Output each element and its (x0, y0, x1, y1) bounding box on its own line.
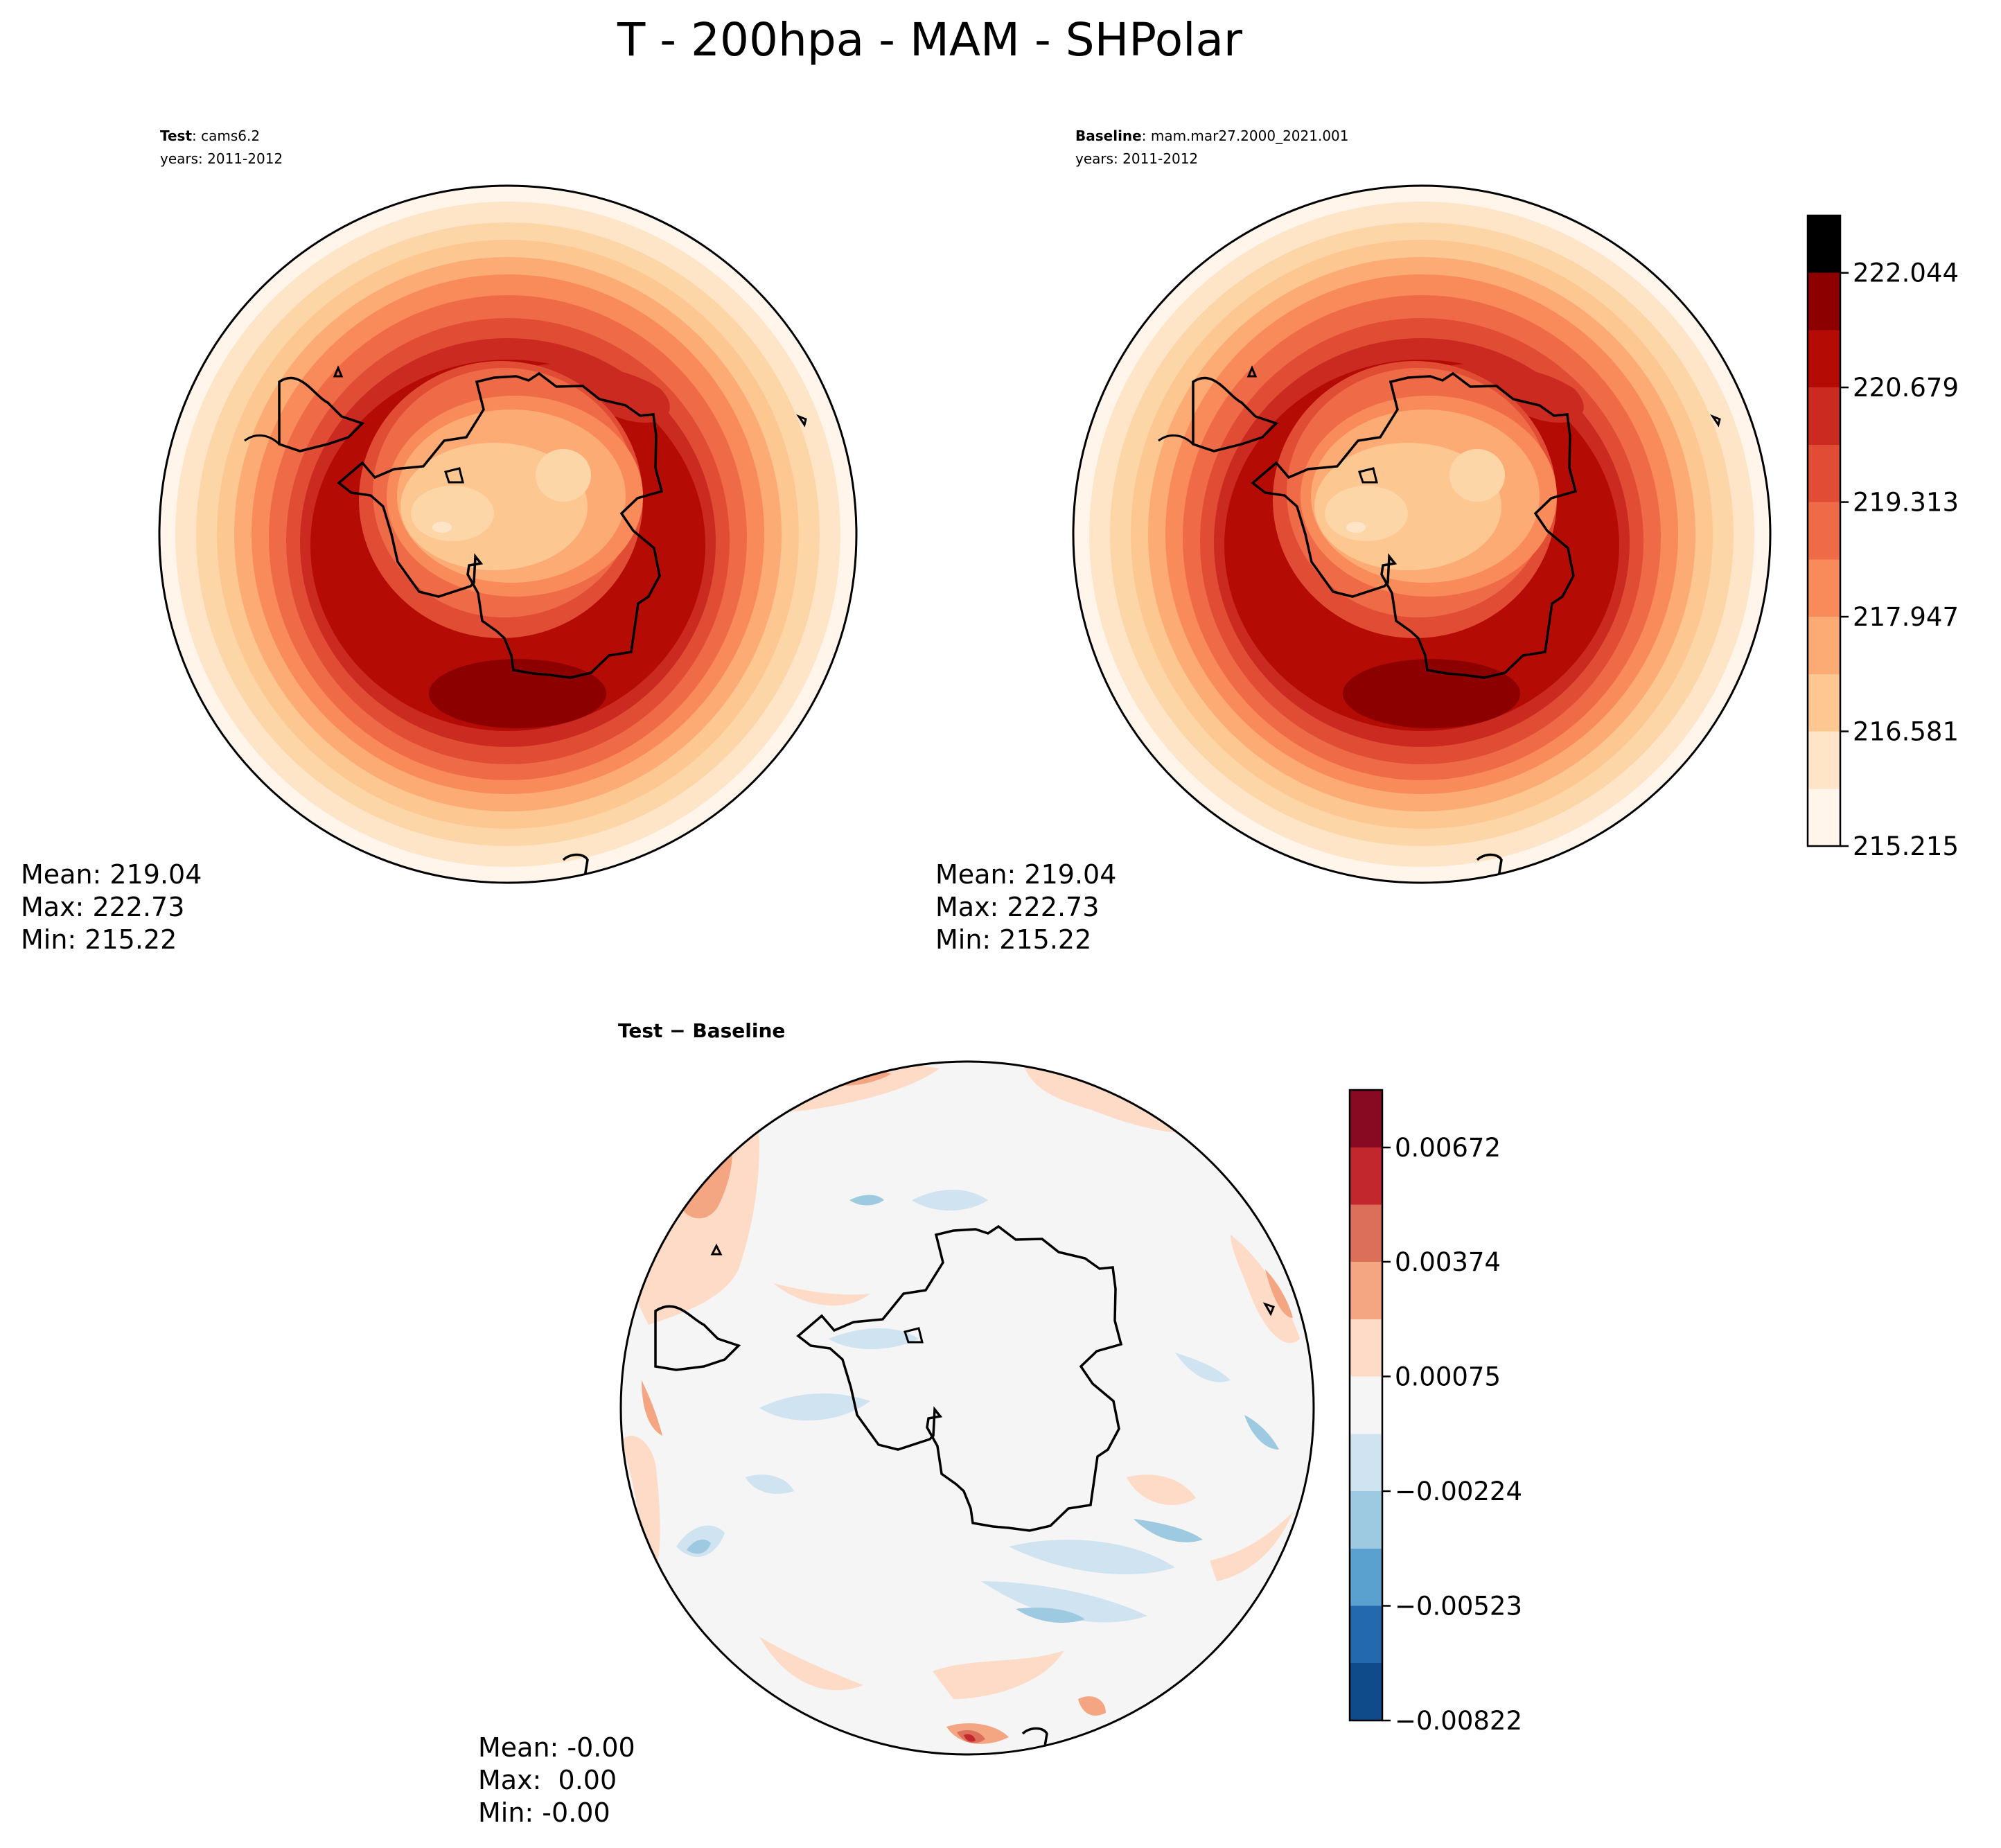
test-label-name: : cams6.2 (192, 127, 260, 144)
baseline-max: Max: 222.73 (935, 892, 1099, 922)
temperature-colorbar-tick-label: 219.313 (1853, 488, 1959, 518)
difference-colorbar-outline (1348, 1089, 1384, 1722)
difference-colorbar: −0.00822 −0.00523 −0.00224 0.00075 0.00374 0.… (1348, 1089, 1522, 1736)
test-label-bold: Test (160, 127, 192, 144)
temperature-colorbar-tick-label: 222.044 (1853, 258, 1959, 288)
difference-colorbar-tick-label: −0.00523 (1395, 1591, 1522, 1621)
difference-max: Max: 0.00 (478, 1765, 617, 1795)
baseline-years: years: 2011-2012 (1075, 150, 1198, 167)
figure-title: T - 200hpa - MAM - SHPolar (617, 13, 1243, 67)
temperature-colorbar-segment (1808, 559, 1840, 617)
difference-panel: Test − Baseline (478, 1019, 1315, 1828)
temperature-colorbar-segment (1808, 330, 1840, 388)
difference-colorbar-tick-label: 0.00374 (1395, 1247, 1501, 1277)
difference-colorbar-segment (1350, 1376, 1382, 1434)
baseline-label-name: : mam.mar27.2000_2021.001 (1142, 127, 1349, 144)
temperature-colorbar-segment (1808, 731, 1840, 789)
temperature-colorbar-segment (1808, 444, 1840, 502)
difference-colorbar-segment (1350, 1605, 1382, 1663)
difference-label: Test − Baseline (618, 1019, 785, 1042)
temperature-colorbar: 215.215 216.581 217.947 219.313 220.679 222.0… (1806, 214, 1959, 861)
test-min: Min: 215.22 (21, 924, 177, 955)
test-label: Test: cams6.2 (160, 127, 260, 144)
baseline-min: Min: 215.22 (935, 924, 1091, 955)
difference-min: Min: -0.00 (478, 1797, 610, 1828)
baseline-label: Baseline: mam.mar27.2000_2021.001 (1075, 127, 1349, 144)
temperature-colorbar-tick-label: 215.215 (1853, 831, 1959, 861)
temperature-colorbar-segment (1808, 215, 1840, 273)
baseline-map-border (1072, 184, 1772, 884)
difference-map (621, 1062, 1314, 1754)
difference-colorbar-segment (1350, 1261, 1382, 1320)
temperature-colorbar-segment (1808, 789, 1840, 846)
temperature-colorbar-tick-label: 220.679 (1853, 373, 1959, 403)
difference-colorbar-tick-label: 0.00075 (1395, 1362, 1501, 1391)
test-mean: Mean: 219.04 (21, 859, 202, 890)
temperature-colorbar-segment (1808, 502, 1840, 560)
test-panel: Test: cams6.2 years: 2011-2012 (21, 127, 858, 955)
difference-colorbar-segment (1350, 1319, 1382, 1377)
temperature-colorbar-segment (1808, 272, 1840, 331)
difference-colorbar-tick-label: −0.00822 (1395, 1706, 1522, 1736)
difference-colorbar-segment (1350, 1090, 1382, 1148)
difference-colorbar-segment (1350, 1662, 1382, 1721)
difference-colorbar-segment (1350, 1204, 1382, 1262)
difference-map-border (619, 1060, 1315, 1756)
temperature-colorbar-segment (1808, 617, 1840, 674)
difference-colorbar-segment (1350, 1490, 1382, 1549)
test-years: years: 2011-2012 (160, 150, 283, 167)
temperature-colorbar-segment (1808, 674, 1840, 732)
test-max: Max: 222.73 (21, 892, 184, 922)
baseline-map (1073, 186, 1770, 883)
temperature-colorbar-tick-label: 217.947 (1853, 602, 1959, 632)
test-map-border (158, 184, 858, 884)
difference-colorbar-segment (1350, 1434, 1382, 1491)
difference-colorbar-tick-label: 0.00672 (1395, 1133, 1501, 1163)
baseline-mean: Mean: 219.04 (935, 859, 1116, 890)
difference-mean: Mean: -0.00 (478, 1732, 635, 1763)
temperature-colorbar-tick-label: 216.581 (1853, 717, 1959, 747)
temperature-colorbar-outline (1806, 214, 1842, 847)
difference-colorbar-segment (1350, 1147, 1382, 1205)
difference-colorbar-segment (1350, 1549, 1382, 1606)
baseline-panel: Baseline: mam.mar27.2000_2021.001 years:… (935, 127, 1772, 955)
baseline-label-bold: Baseline (1075, 127, 1142, 144)
difference-colorbar-tick-label: −0.00224 (1395, 1477, 1522, 1506)
temperature-colorbar-segment (1808, 387, 1840, 445)
test-map (159, 186, 856, 883)
